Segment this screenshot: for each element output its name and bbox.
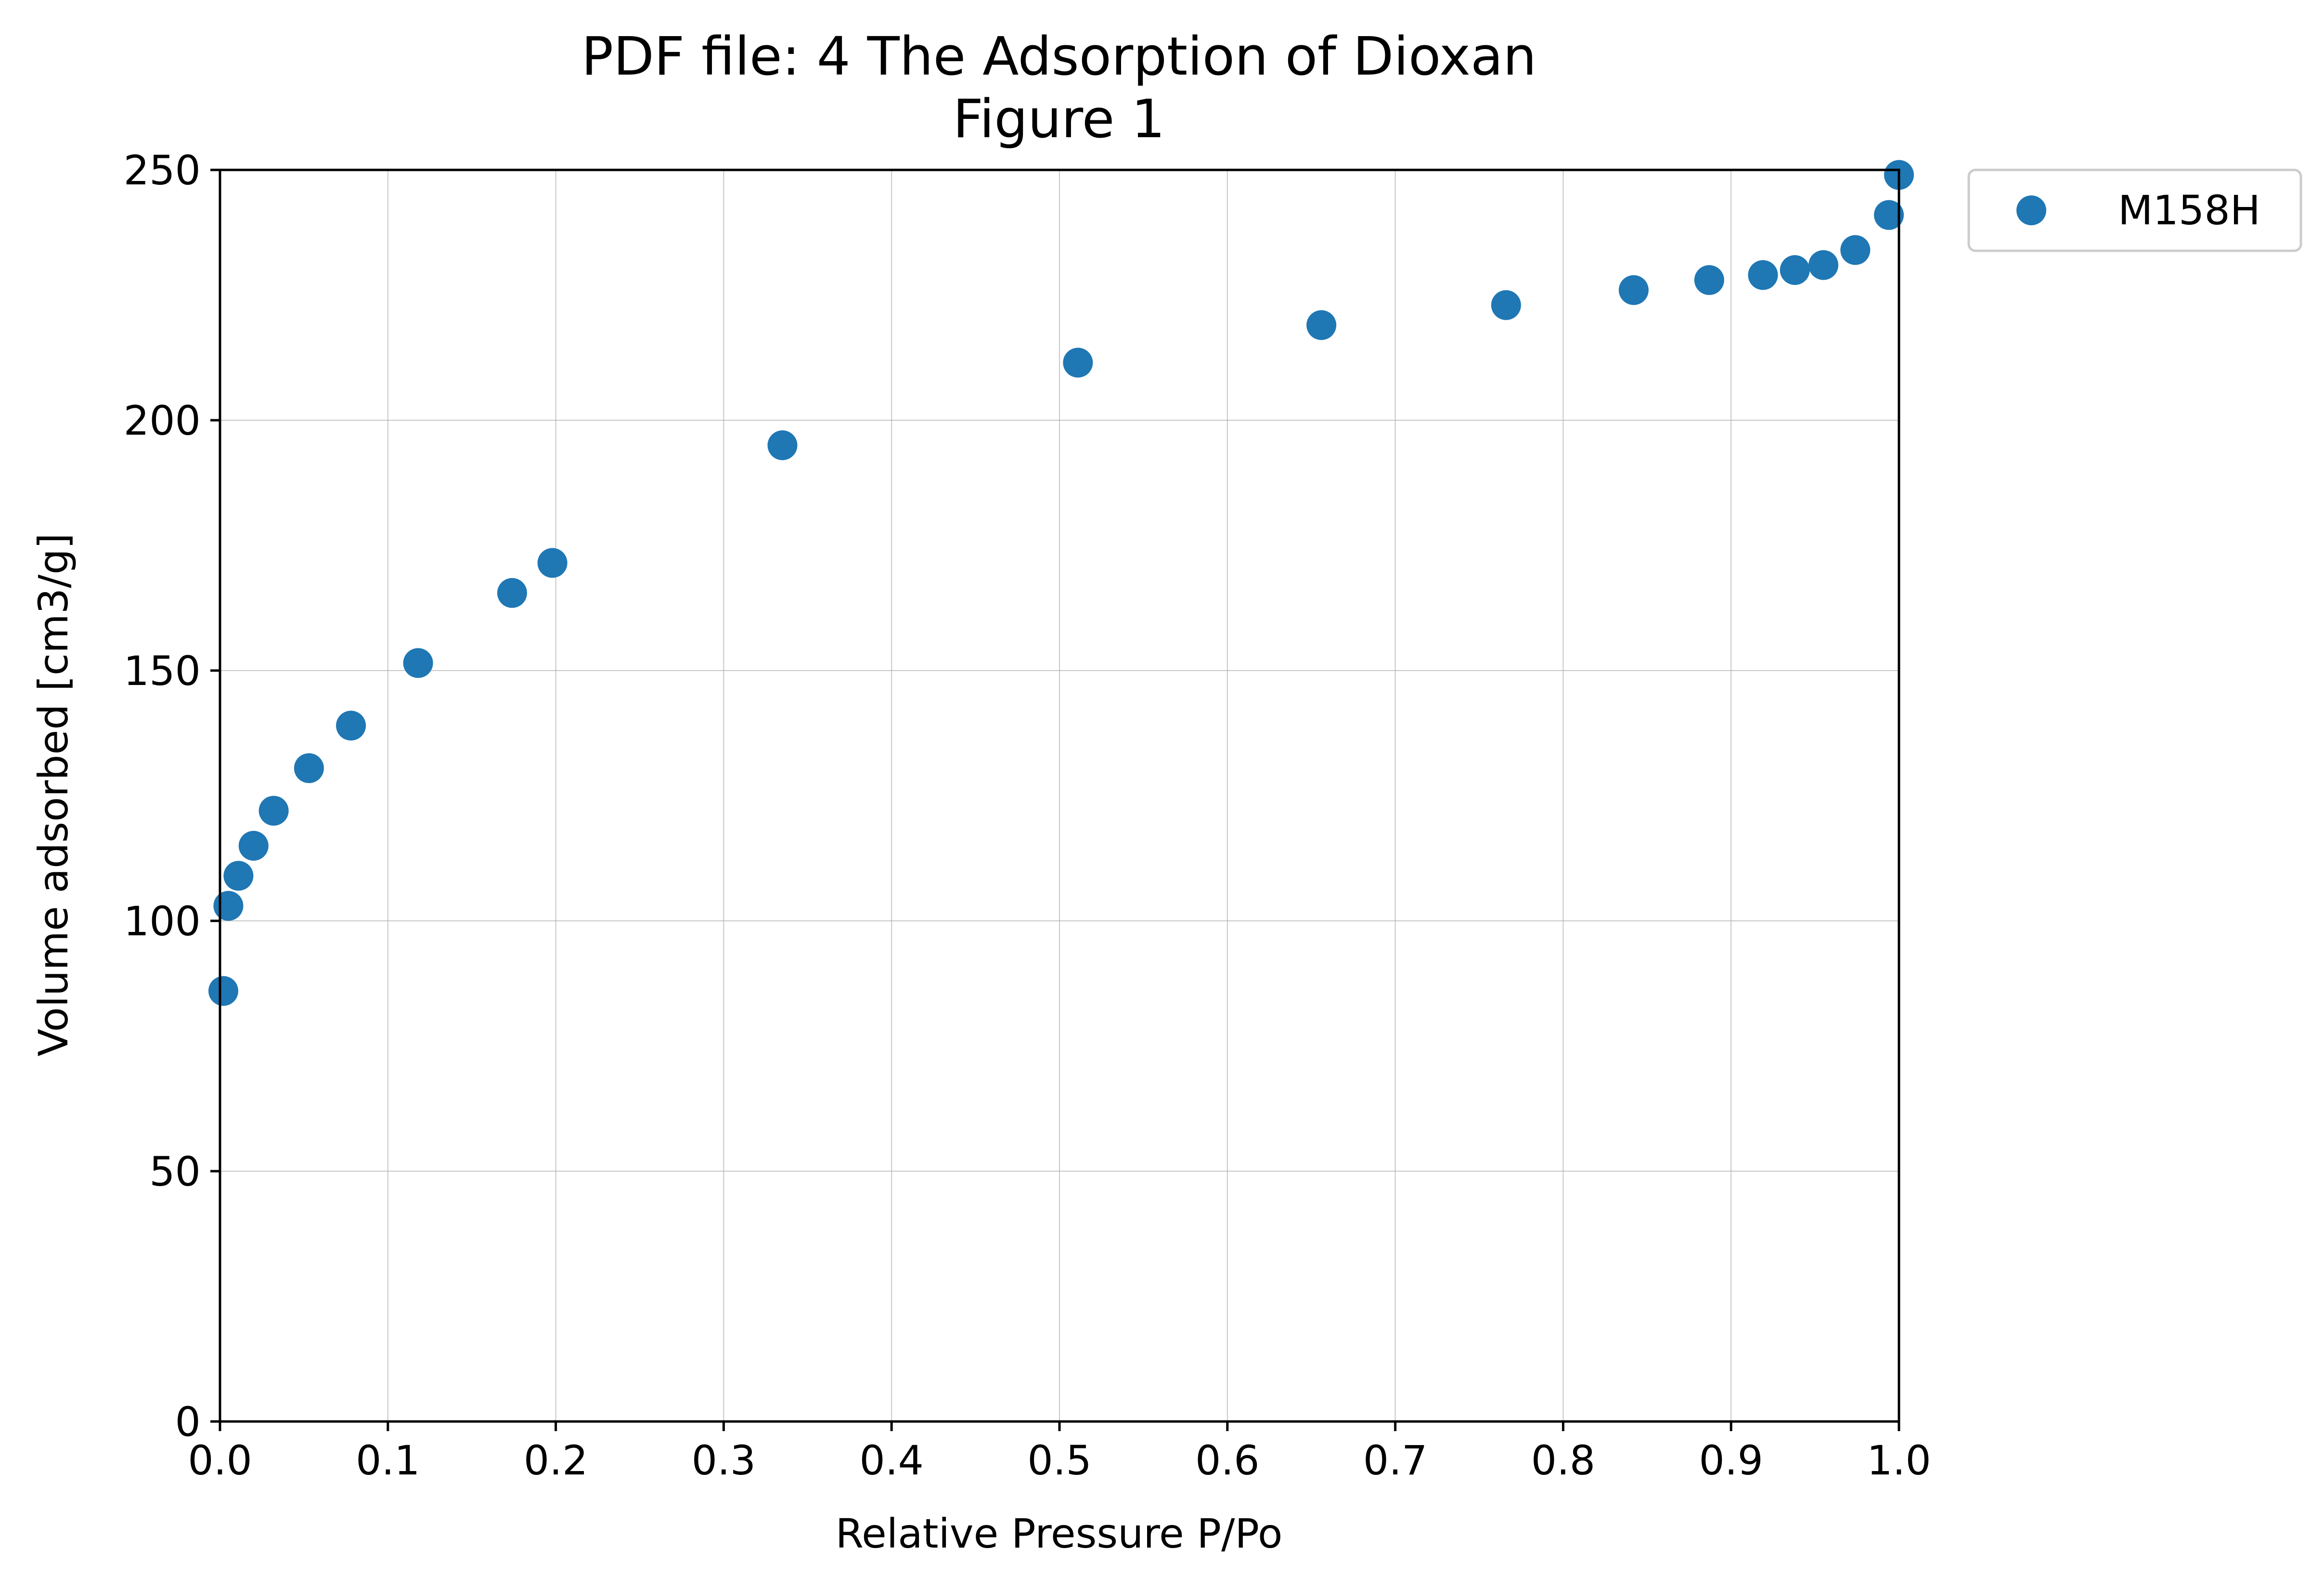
x-tick-label: 0.2 [524,1437,588,1484]
y-tick-label: 100 [124,898,201,945]
data-point-m158h [294,753,324,783]
y-tick-label: 0 [175,1398,201,1446]
data-point-m158h [223,861,254,891]
y-axis-ticks: 0 50 100 150 200 250 [124,147,220,1446]
data-point-m158h [1808,250,1839,280]
data-point-m158h [213,891,244,921]
y-tick-label: 50 [149,1148,201,1195]
data-point-m158h [238,831,269,861]
data-point-m158h [1306,310,1337,340]
x-tick-label: 0.6 [1195,1437,1260,1484]
y-tick-label: 150 [124,647,201,695]
legend-label-m158h: M158H [2118,187,2260,234]
data-point-m158h [208,976,238,1006]
legend-marker-m158h [2016,195,2046,225]
data-point-m158h [1840,235,1871,265]
chart-subtitle: Figure 1 [953,88,1165,150]
data-point-m158h [1694,265,1724,295]
x-tick-label: 0.7 [1363,1437,1428,1484]
y-axis-label: Volume adsorbed [cm3/g] [30,533,77,1056]
x-tick-label: 0.5 [1027,1437,1092,1484]
data-point-m158h [336,711,366,741]
data-point-m158h [537,548,568,578]
data-point-m158h [767,430,798,460]
data-point-m158h [1748,260,1778,290]
data-point-m158h [1491,290,1521,320]
grid-layer [219,169,1899,1422]
y-tick-label: 200 [124,397,201,444]
x-tick-label: 0.3 [692,1437,756,1484]
legend-frame [1967,168,2302,252]
data-points [208,160,1914,1006]
legend: M158H [1967,168,2302,252]
data-point-m158h [1874,200,1904,230]
x-axis-ticks: 0.0 0.1 0.2 0.3 0.4 0.5 0.6 0.7 0.8 0.9 1.0 [188,1421,1931,1484]
x-tick-label: 1.0 [1867,1437,1931,1484]
x-tick-label: 0.4 [859,1437,924,1484]
x-tick-label: 0.9 [1699,1437,1763,1484]
x-tick-label: 0.8 [1531,1437,1596,1484]
y-tick-label: 250 [124,147,201,194]
chart-title: PDF file: 4 The Adsorption of Dioxan [581,26,1536,87]
x-axis-label: Relative Pressure P/Po [836,1510,1283,1557]
x-tick-label: 0.0 [188,1437,252,1484]
data-point-m158h [497,578,527,608]
data-point-m158h [1780,255,1810,285]
data-point-m158h [403,648,433,678]
x-tick-label: 0.1 [356,1437,420,1484]
data-point-m158h [1618,275,1649,305]
data-point-m158h [258,796,289,826]
data-point-m158h [1063,348,1093,378]
